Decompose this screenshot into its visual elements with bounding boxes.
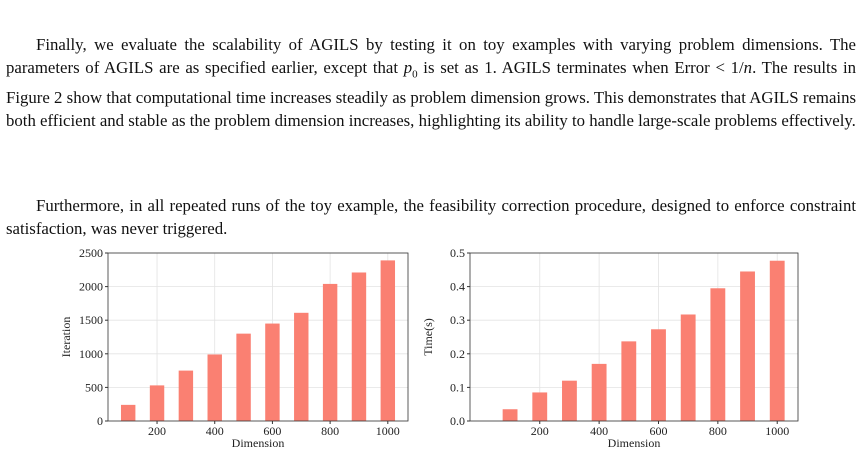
y-tick-label: 2000 xyxy=(79,280,103,294)
math: 1 xyxy=(724,58,739,77)
chart: 0 500 1000 1500 2000 2500 200 400 600 800 1000 Dime… xyxy=(59,246,409,450)
x-tick-label: 800 xyxy=(709,424,727,438)
x-tick-label: 200 xyxy=(148,424,166,438)
paragraph: Furthermore, in all repeated runs of the… xyxy=(6,194,856,240)
x-tick-label: 800 xyxy=(321,424,339,438)
x-tick-label: 400 xyxy=(590,424,608,438)
x-axis-label: Dimension xyxy=(608,436,661,450)
math: n xyxy=(743,58,753,77)
bar xyxy=(351,272,367,421)
x-axis-label: Dimension xyxy=(232,436,285,450)
y-axis-label: Time(s) xyxy=(421,318,435,356)
bar xyxy=(207,354,222,421)
y-tick-label: 0.3 xyxy=(450,313,465,327)
bar xyxy=(265,323,280,421)
math: < xyxy=(715,58,725,77)
bar xyxy=(680,314,696,421)
math: p xyxy=(403,58,413,77)
bar xyxy=(769,260,785,421)
paragraph: Finally, we evaluate the scalability of … xyxy=(6,33,856,132)
chart: 0.0 0.1 0.2 0.3 0.4 0.5 200 400 600 800 1000 Dimens… xyxy=(421,246,799,450)
bar xyxy=(651,329,666,421)
bar xyxy=(740,271,755,421)
bar xyxy=(149,385,165,421)
x-tick-label: 1000 xyxy=(765,424,789,438)
y-tick-label: 1500 xyxy=(79,313,103,327)
bar xyxy=(178,370,194,421)
x-tick-label: 1000 xyxy=(376,424,400,438)
bar xyxy=(294,312,309,421)
x-tick-label: 400 xyxy=(206,424,224,438)
bar xyxy=(236,333,251,421)
text: is set as 1. AGILS terminates when Error xyxy=(417,58,716,77)
x-tick-label: 600 xyxy=(649,424,667,438)
bar xyxy=(532,392,548,421)
y-tick-label: 500 xyxy=(85,380,103,394)
y-axis-label: Iteration xyxy=(59,317,73,358)
bar xyxy=(380,260,396,421)
x-tick-label: 200 xyxy=(531,424,549,438)
y-tick-label: 0.2 xyxy=(450,347,465,361)
bar xyxy=(502,409,518,421)
bar xyxy=(591,363,607,421)
bar xyxy=(562,380,577,421)
text: Furthermore, in all repeated runs of the… xyxy=(6,196,856,238)
math-subscript: 0 xyxy=(412,68,418,81)
y-tick-label: 2500 xyxy=(79,246,103,260)
y-tick-label: 0.5 xyxy=(450,246,465,260)
y-tick-label: 0.0 xyxy=(450,414,465,428)
bar xyxy=(120,404,136,421)
bar xyxy=(710,288,726,421)
y-tick-label: 0.1 xyxy=(450,380,465,394)
axes-frame xyxy=(107,252,409,422)
y-tick-label: 1000 xyxy=(79,347,103,361)
text: . The results in Figure 2 show that comp… xyxy=(6,58,857,131)
bar xyxy=(621,341,637,421)
bar xyxy=(322,283,338,421)
x-tick-label: 600 xyxy=(263,424,281,438)
y-tick-label: 0 xyxy=(97,414,103,428)
math: / xyxy=(739,58,744,77)
y-tick-label: 0.4 xyxy=(450,280,465,294)
text: Finally, we evaluate the scalability of … xyxy=(6,35,856,77)
axes-frame xyxy=(469,252,799,422)
